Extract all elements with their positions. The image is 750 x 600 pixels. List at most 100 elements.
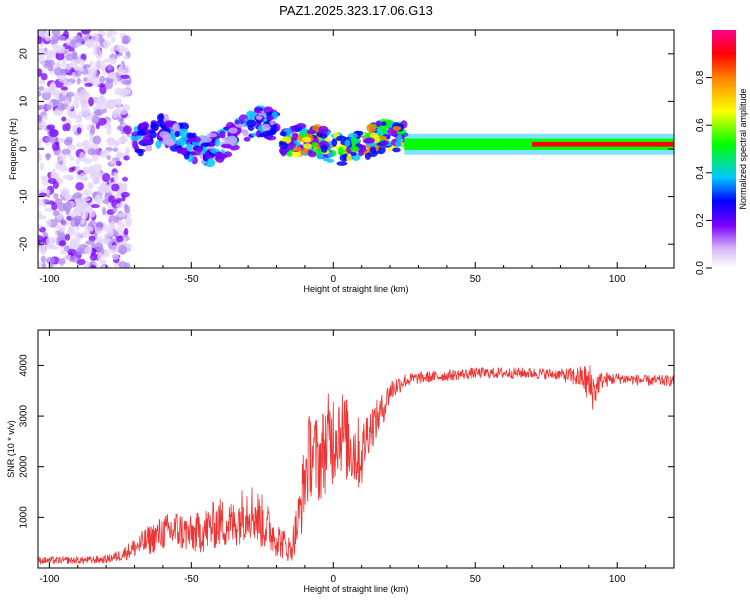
spectral-blob <box>176 147 183 154</box>
spectral-blob <box>79 89 89 100</box>
spectral-blob <box>308 151 317 158</box>
colorbar: 0.0 0.2 0.4 0.6 0.8 Normalized spectral ampl… <box>695 30 748 275</box>
spectral-blob <box>63 138 73 146</box>
x-tick-label: 100 <box>609 274 626 285</box>
spectral-blob <box>336 161 348 166</box>
spectral-blob <box>61 219 67 226</box>
spectral-blob <box>87 181 94 190</box>
spectral-blob <box>38 79 46 85</box>
spectral-blob <box>337 146 344 156</box>
spectral-blob <box>44 207 54 213</box>
spectral-blob <box>136 130 146 136</box>
spectral-blob <box>346 154 352 162</box>
spectral-blob <box>38 141 42 147</box>
spectral-blob <box>45 236 56 247</box>
spectral-blob <box>89 60 94 67</box>
spectral-blob <box>61 62 66 68</box>
spectral-blob <box>356 130 364 136</box>
spectral-blob <box>266 115 275 121</box>
spectral-blob <box>145 144 153 152</box>
spectral-blob <box>68 167 75 173</box>
spectral-blob <box>70 240 77 249</box>
spectral-blob <box>107 64 113 71</box>
spectral-blob <box>110 158 116 165</box>
spectral-blob <box>126 83 132 89</box>
spectral-blob <box>65 53 74 62</box>
spectral-blob <box>72 100 80 109</box>
spectral-blob <box>61 68 70 74</box>
spectral-blob <box>67 174 75 181</box>
spectral-blob <box>80 105 91 116</box>
spectral-blob <box>51 142 60 152</box>
spectral-blob <box>347 132 359 139</box>
spectral-blob <box>320 144 328 153</box>
spectral-blob <box>38 235 44 244</box>
spectral-blob <box>41 176 50 187</box>
x-tick-label: -100 <box>39 274 59 285</box>
spectral-blob <box>322 157 330 162</box>
spectral-blob <box>81 30 91 35</box>
spectral-blob <box>91 114 100 125</box>
spectral-blob <box>112 207 118 213</box>
spectral-blob <box>181 147 188 155</box>
y-tick-label: 1000 <box>19 506 30 529</box>
spectral-blob <box>117 213 127 218</box>
spectral-blob <box>38 242 47 253</box>
spectral-blob <box>45 153 51 161</box>
spectral-blob <box>103 233 109 238</box>
spectral-blob <box>115 197 123 203</box>
x-tick-label: 50 <box>470 274 482 285</box>
spectral-blob <box>67 248 77 256</box>
spectral-blob <box>106 78 115 84</box>
spectral-blob <box>38 36 43 45</box>
spectral-blob <box>92 42 101 51</box>
snr-panel: -100 -50 0 50 100 1000 2000 3000 4000 Height of … <box>6 329 675 594</box>
y-tick-label: 10 <box>19 95 30 107</box>
spectral-blob <box>351 137 357 146</box>
spectral-blob <box>331 138 338 147</box>
spectral-blob <box>76 77 81 85</box>
spectral-blob <box>366 123 376 133</box>
spectral-blob <box>52 109 63 116</box>
spectral-blob <box>101 207 107 216</box>
spectral-blob <box>109 57 117 65</box>
spectral-blob <box>379 135 387 140</box>
spectral-blob <box>219 130 226 139</box>
y-tick-label: 4000 <box>19 354 30 377</box>
spectral-blob <box>215 154 225 163</box>
spectral-blob <box>114 140 124 146</box>
spectral-blob <box>254 106 261 113</box>
spectral-blob <box>86 124 91 131</box>
x-tick-label: 0 <box>331 274 337 285</box>
spectral-blob <box>150 123 159 132</box>
spectral-blob <box>63 81 73 87</box>
spectral-blob <box>108 71 116 80</box>
spectral-blob <box>122 79 132 85</box>
spectral-blob <box>235 123 245 128</box>
spectral-blob <box>92 176 101 185</box>
spectral-blob <box>62 202 72 212</box>
spectral-blob <box>51 168 56 176</box>
snr-y-label: SNR (10 * v/v) <box>6 420 16 478</box>
spectral-blob <box>155 140 162 149</box>
spectral-blob <box>185 143 193 151</box>
spectral-blob <box>86 72 97 83</box>
spectral-blob <box>123 227 129 236</box>
spectral-blob <box>82 189 92 197</box>
spectral-blob <box>381 121 387 126</box>
spectral-blob <box>116 236 124 243</box>
spectral-blob <box>115 160 122 167</box>
spectral-blob <box>344 139 351 147</box>
spectral-blob <box>287 152 293 157</box>
spectral-blob <box>38 215 47 220</box>
spectral-blob <box>122 176 128 182</box>
spectral-blob <box>227 135 238 144</box>
spectral-blob <box>38 30 44 38</box>
carrier-core <box>532 141 674 147</box>
spectral-blob <box>120 135 128 142</box>
spectral-blob <box>172 122 180 132</box>
spectral-blob <box>113 76 119 86</box>
spectral-blob <box>38 192 48 197</box>
snr-x-label: Height of straight line (km) <box>303 584 408 594</box>
